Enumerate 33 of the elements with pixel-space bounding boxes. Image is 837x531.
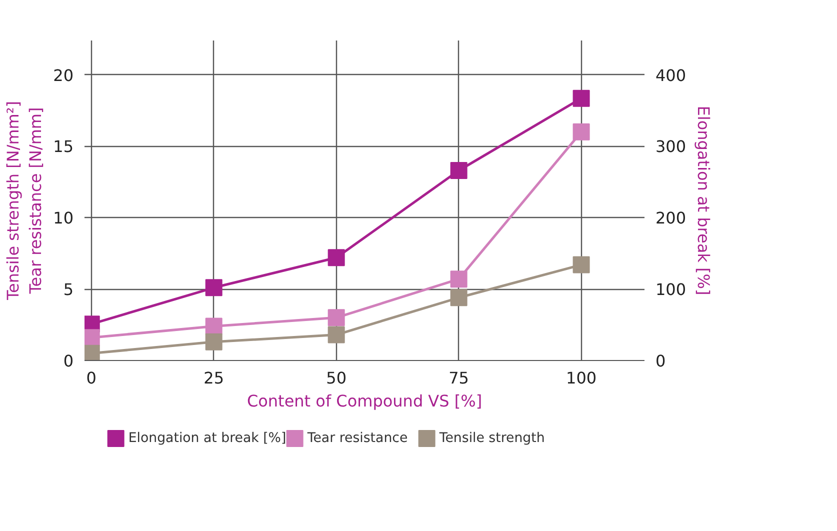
legend-label: Tensile strength [438,431,545,446]
y2-tick-label: 0 [656,352,666,370]
x-axis-title: Content of Compound VS [%] [246,392,482,410]
y-tick-label: 10 [53,208,74,228]
x-tick-label: 0 [86,368,96,388]
y2-tick-label: 200 [656,208,686,228]
point [328,309,345,326]
point [450,270,468,288]
legend-label: Elongation at break [%] [128,431,286,446]
legend-label: Tear resistance [306,431,408,446]
x-tick-label: 75 [448,368,469,388]
y-axis-title: Tensile strength [N/mm²] Tear resistance [N/mm] [3,100,46,302]
x-tick-label: 100 [566,368,597,388]
y2-tick-label: 300 [656,137,686,156]
point [450,289,468,306]
y-tick-label: 0 [63,352,74,370]
point [572,90,590,107]
y2-tick-label: 100 [656,280,686,300]
x-tick-label: 25 [204,368,224,388]
point [205,279,222,296]
point [572,256,590,274]
point [572,123,590,140]
y-tick-label: 15 [53,137,74,156]
y2-axis-title: Elongation at break [%] [694,106,714,296]
point [205,318,222,335]
y-tick-label: 5 [63,280,74,300]
point [328,249,345,266]
point [328,326,345,344]
x-tick-label: 50 [326,368,347,388]
point [205,333,222,350]
y-tick-label: 20 [53,66,74,85]
point [450,162,468,179]
y2-tick-label: 400 [656,66,686,85]
